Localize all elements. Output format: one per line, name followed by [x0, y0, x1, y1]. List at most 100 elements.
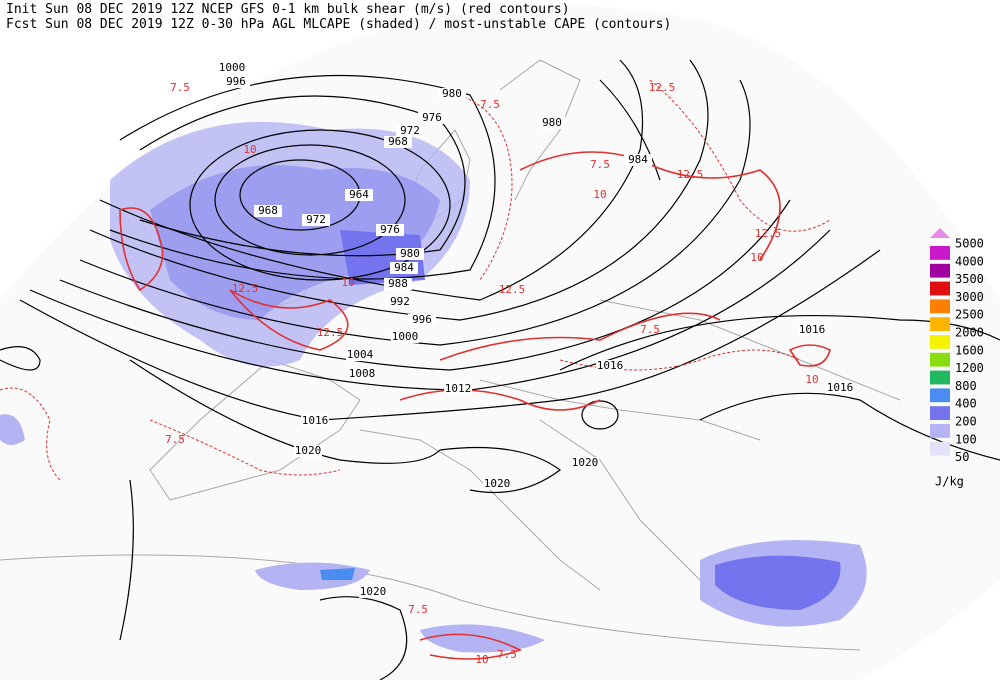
isobar-label: 1008: [349, 367, 376, 380]
shear-label: 10: [475, 653, 488, 666]
label-mask: [376, 224, 404, 236]
shear-label: 7.5: [170, 81, 190, 94]
isobar-label: 980: [542, 116, 562, 129]
isobar-label: 972: [306, 213, 326, 226]
label-mask: [624, 154, 652, 166]
label-mask: [346, 349, 374, 361]
label-mask: [386, 296, 414, 308]
isobar-label: 980: [442, 87, 462, 100]
shear-label: 10: [243, 143, 256, 156]
shear-label: 10: [341, 276, 354, 289]
label-mask: [396, 125, 424, 137]
label-mask: [571, 457, 599, 469]
label-mask: [798, 324, 826, 336]
label-mask: [396, 248, 424, 260]
legend-label: 2000: [955, 326, 984, 340]
label-mask: [826, 382, 854, 394]
shear-label: 12.5: [677, 168, 704, 181]
shear-label: 12.5: [755, 227, 782, 240]
label-mask: [444, 383, 472, 395]
isobar-label: 968: [388, 135, 408, 148]
isobar-label: 980: [400, 247, 420, 260]
legend-label: 800: [955, 379, 977, 393]
legend-swatch: [930, 281, 950, 296]
isobar-label: 1016: [827, 381, 854, 394]
isobar-label: 976: [380, 223, 400, 236]
shear-label: 12.5: [649, 81, 676, 94]
label-mask: [596, 360, 624, 372]
isobar-label: 1012: [445, 382, 472, 395]
isobar-label: 964: [349, 188, 369, 201]
label-mask: [384, 278, 412, 290]
label-mask: [408, 314, 436, 326]
isobar-label: 968: [258, 204, 278, 217]
label-mask: [294, 445, 322, 457]
shear-label: 10: [805, 373, 818, 386]
shear-label: 7.5: [590, 158, 610, 171]
shear-label: 7.5: [640, 323, 660, 336]
isobar-label: 976: [422, 111, 442, 124]
isobar-label: 1016: [799, 323, 826, 336]
isobar-label: 988: [388, 277, 408, 290]
label-mask: [418, 112, 446, 124]
label-mask: [302, 214, 330, 226]
isobar-label: 1020: [484, 477, 511, 490]
shear-label: 7.5: [497, 648, 517, 661]
label-mask: [390, 262, 418, 274]
legend-swatch: [930, 441, 950, 456]
isobar-label: 1020: [295, 444, 322, 457]
legend-label: 1600: [955, 343, 984, 357]
header-line: Init Sun 08 DEC 2019 12Z NCEP GFS 0-1 km…: [6, 2, 570, 17]
shear-label: 7.5: [408, 603, 428, 616]
legend-label: 400: [955, 397, 977, 411]
legend-label: 4000: [955, 254, 984, 268]
isobar-label: 992: [390, 295, 410, 308]
label-mask: [391, 331, 419, 343]
legend-label: 2500: [955, 308, 984, 322]
label-mask: [218, 62, 246, 74]
label-mask: [301, 415, 329, 427]
label-mask: [483, 478, 511, 490]
legend-swatch: [930, 246, 950, 260]
label-mask: [254, 205, 282, 217]
label-mask: [538, 117, 566, 129]
label-mask: [345, 189, 373, 201]
legend-label: 1200: [955, 361, 984, 375]
legend-swatch: [930, 299, 950, 314]
isobar-label: 1016: [597, 359, 624, 372]
legend-label: 50: [955, 450, 969, 464]
isobar-label: 1004: [347, 348, 374, 361]
isobar-label: 996: [226, 75, 246, 88]
isobar-label: 972: [400, 124, 420, 137]
shear-label: 10: [593, 188, 606, 201]
legend-swatch: [930, 370, 950, 385]
legend-unit: J/kg: [935, 475, 964, 489]
isobar-label: 996: [412, 313, 432, 326]
isobar-label: 984: [628, 153, 648, 166]
legend-label: 3500: [955, 272, 984, 286]
legend: 5000 4000 3500 3000 2500 2000 1600 1200 800 400 20…: [930, 228, 984, 489]
legend-swatch: [930, 406, 950, 420]
label-mask: [384, 136, 412, 148]
legend-label: 3000: [955, 290, 984, 304]
shear-label: 12.5: [499, 283, 526, 296]
legend-swatch: [930, 388, 950, 403]
isobar-label: 1000: [219, 61, 246, 74]
shear-label: 12.5: [232, 282, 259, 295]
legend-swatch: [930, 228, 950, 238]
label-mask: [438, 88, 466, 100]
isobar-label: 984: [394, 261, 414, 274]
isobar-label: 1016: [302, 414, 329, 427]
shear-label: 7.5: [480, 98, 500, 111]
isobar-label: 1020: [572, 456, 599, 469]
contour-labels: 1000996980976972968964968972976980984988…: [165, 61, 854, 666]
isobar-label: 1020: [360, 585, 387, 598]
label-mask: [348, 368, 376, 380]
label-mask: [359, 586, 387, 598]
shear-label: 7.5: [165, 433, 185, 446]
cape-shading: [0, 121, 867, 653]
header-line: Fcst Sun 08 DEC 2019 12Z 0-30 hPa AGL ML…: [6, 17, 671, 32]
legend-label: 100: [955, 432, 977, 446]
shear-label: 12.5: [317, 326, 344, 339]
